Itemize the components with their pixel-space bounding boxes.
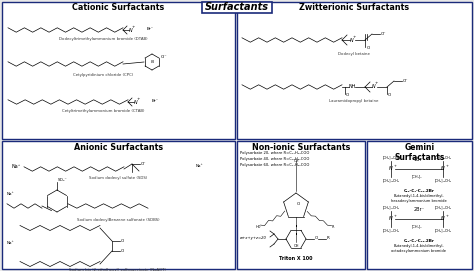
Text: O: O	[367, 46, 370, 50]
Text: +: +	[394, 164, 397, 168]
Text: Na⁺: Na⁺	[196, 164, 204, 168]
Text: R: R	[332, 225, 335, 230]
Text: O⁻: O⁻	[403, 79, 409, 83]
Text: +: +	[137, 96, 140, 101]
Text: NH: NH	[349, 85, 356, 89]
Text: Lauramidopropyl betaine: Lauramidopropyl betaine	[329, 99, 379, 103]
Text: O: O	[346, 93, 349, 97]
Text: Butanedyl-1,4-bis(dimethyl-: Butanedyl-1,4-bis(dimethyl-	[394, 194, 444, 198]
Text: +: +	[132, 24, 136, 28]
Text: N: N	[350, 37, 354, 43]
Text: OH: OH	[293, 159, 299, 163]
Text: SO₃⁻: SO₃⁻	[58, 178, 68, 182]
Text: O: O	[296, 202, 300, 206]
Text: [CH₂]₁₇CH₃: [CH₂]₁₇CH₃	[383, 205, 400, 209]
FancyBboxPatch shape	[367, 141, 472, 269]
Text: N: N	[129, 27, 133, 33]
Text: 2Br⁻: 2Br⁻	[413, 207, 425, 212]
Text: N: N	[150, 60, 154, 64]
Text: hexadecylammonium bromide: hexadecylammonium bromide	[391, 199, 447, 203]
Text: Surfactants: Surfactants	[205, 2, 269, 12]
Text: Non-ionic Surfactants: Non-ionic Surfactants	[252, 143, 350, 151]
Text: O⁻: O⁻	[141, 162, 146, 166]
Text: Gemini
Surfactants: Gemini Surfactants	[394, 143, 445, 162]
FancyBboxPatch shape	[2, 141, 235, 269]
Text: Cl⁻: Cl⁻	[161, 55, 167, 59]
Text: +: +	[353, 34, 356, 38]
Text: R: R	[327, 236, 330, 240]
Text: Polysorbate 40, where R=C₁₅H₃₁COO: Polysorbate 40, where R=C₁₅H₃₁COO	[240, 157, 310, 161]
Text: O: O	[121, 239, 124, 243]
Text: [CH₂]₁₅CH₃: [CH₂]₁₅CH₃	[383, 178, 400, 182]
Text: +: +	[375, 82, 379, 85]
Text: Br⁻: Br⁻	[152, 99, 159, 103]
Text: Polysorbate 20, where R=C₁₁H₂₃COO: Polysorbate 20, where R=C₁₁H₂₃COO	[240, 151, 310, 155]
Text: O: O	[388, 93, 391, 97]
Text: [CH₂]₁₇CH₃: [CH₂]₁₇CH₃	[383, 228, 400, 232]
Text: Br⁻: Br⁻	[147, 27, 154, 31]
Text: octadecylammonium bromide: octadecylammonium bromide	[392, 249, 447, 253]
Text: N: N	[441, 217, 445, 221]
Text: C₁₆-C₄-C₁₈.2Br: C₁₆-C₄-C₁₈.2Br	[403, 239, 435, 243]
Text: Sodium dodecylBenzene sulfonate (SDBS): Sodium dodecylBenzene sulfonate (SDBS)	[77, 218, 159, 222]
Text: Cetyltrimethylammonium bromide (CTAB): Cetyltrimethylammonium bromide (CTAB)	[62, 109, 144, 113]
Text: O⁻: O⁻	[381, 32, 386, 36]
Text: Sodium dodecyl sulfate (SDS): Sodium dodecyl sulfate (SDS)	[89, 176, 147, 180]
Text: Cetylpyridinium chloride (CPC): Cetylpyridinium chloride (CPC)	[73, 73, 133, 77]
Text: [CH₂]₁₇CH₃: [CH₂]₁₇CH₃	[435, 228, 451, 232]
Text: N: N	[134, 99, 137, 105]
Text: [CH₂]₁₇CH₃: [CH₂]₁₇CH₃	[435, 205, 451, 209]
Text: Dodecyl betaine: Dodecyl betaine	[338, 52, 370, 56]
Text: [CH₂]₁₅CH₃: [CH₂]₁₅CH₃	[383, 155, 400, 159]
Text: Anionic Surfactants: Anionic Surfactants	[74, 143, 163, 151]
Text: Zwitterionic Surfactants: Zwitterionic Surfactants	[300, 4, 410, 12]
Text: N: N	[389, 217, 393, 221]
Text: [CH₂]₁₅CH₃: [CH₂]₁₅CH₃	[435, 155, 451, 159]
Text: HO: HO	[256, 225, 262, 230]
Text: Cationic Surfactants: Cationic Surfactants	[73, 4, 164, 12]
Text: Na⁺: Na⁺	[7, 192, 15, 196]
FancyBboxPatch shape	[237, 2, 472, 139]
Text: O: O	[315, 236, 318, 240]
Text: Butanedyl-1,4-bis(dimethyl-: Butanedyl-1,4-bis(dimethyl-	[394, 244, 444, 248]
Text: +: +	[394, 214, 397, 218]
Text: OH: OH	[293, 244, 299, 248]
FancyBboxPatch shape	[237, 141, 365, 269]
Text: Triton X 100: Triton X 100	[279, 256, 313, 261]
Text: [CH₂]ₛ: [CH₂]ₛ	[412, 224, 422, 228]
Text: w+x+y+z=20: w+x+y+z=20	[240, 236, 267, 240]
Text: [CH₂]₁₅CH₃: [CH₂]₁₅CH₃	[435, 178, 451, 182]
Text: C₁₆-C₄-C₁₆.2Br: C₁₆-C₄-C₁₆.2Br	[403, 189, 435, 193]
Text: N: N	[441, 166, 445, 172]
Text: Na⁺: Na⁺	[12, 164, 21, 169]
Text: Polysorbate 60, where R=C₁₇H₃₅COO: Polysorbate 60, where R=C₁₇H₃₅COO	[240, 163, 310, 167]
FancyBboxPatch shape	[202, 2, 272, 13]
Text: N: N	[372, 85, 375, 89]
Text: Na⁺: Na⁺	[7, 241, 15, 245]
Text: 1Br⁻: 1Br⁻	[413, 157, 425, 162]
Text: +: +	[446, 214, 449, 218]
Text: [CH₂]ₛ: [CH₂]ₛ	[412, 174, 422, 178]
Text: Sodium bis (2-ethylhexyl) sulfosuccinate (NaAOT): Sodium bis (2-ethylhexyl) sulfosuccinate…	[70, 268, 166, 271]
Text: Dodecyltrimethylammonium bromide (DTAB): Dodecyltrimethylammonium bromide (DTAB)	[59, 37, 147, 41]
Text: +: +	[446, 164, 449, 168]
Text: O: O	[121, 249, 124, 253]
FancyBboxPatch shape	[2, 2, 235, 139]
Text: N: N	[389, 166, 393, 172]
